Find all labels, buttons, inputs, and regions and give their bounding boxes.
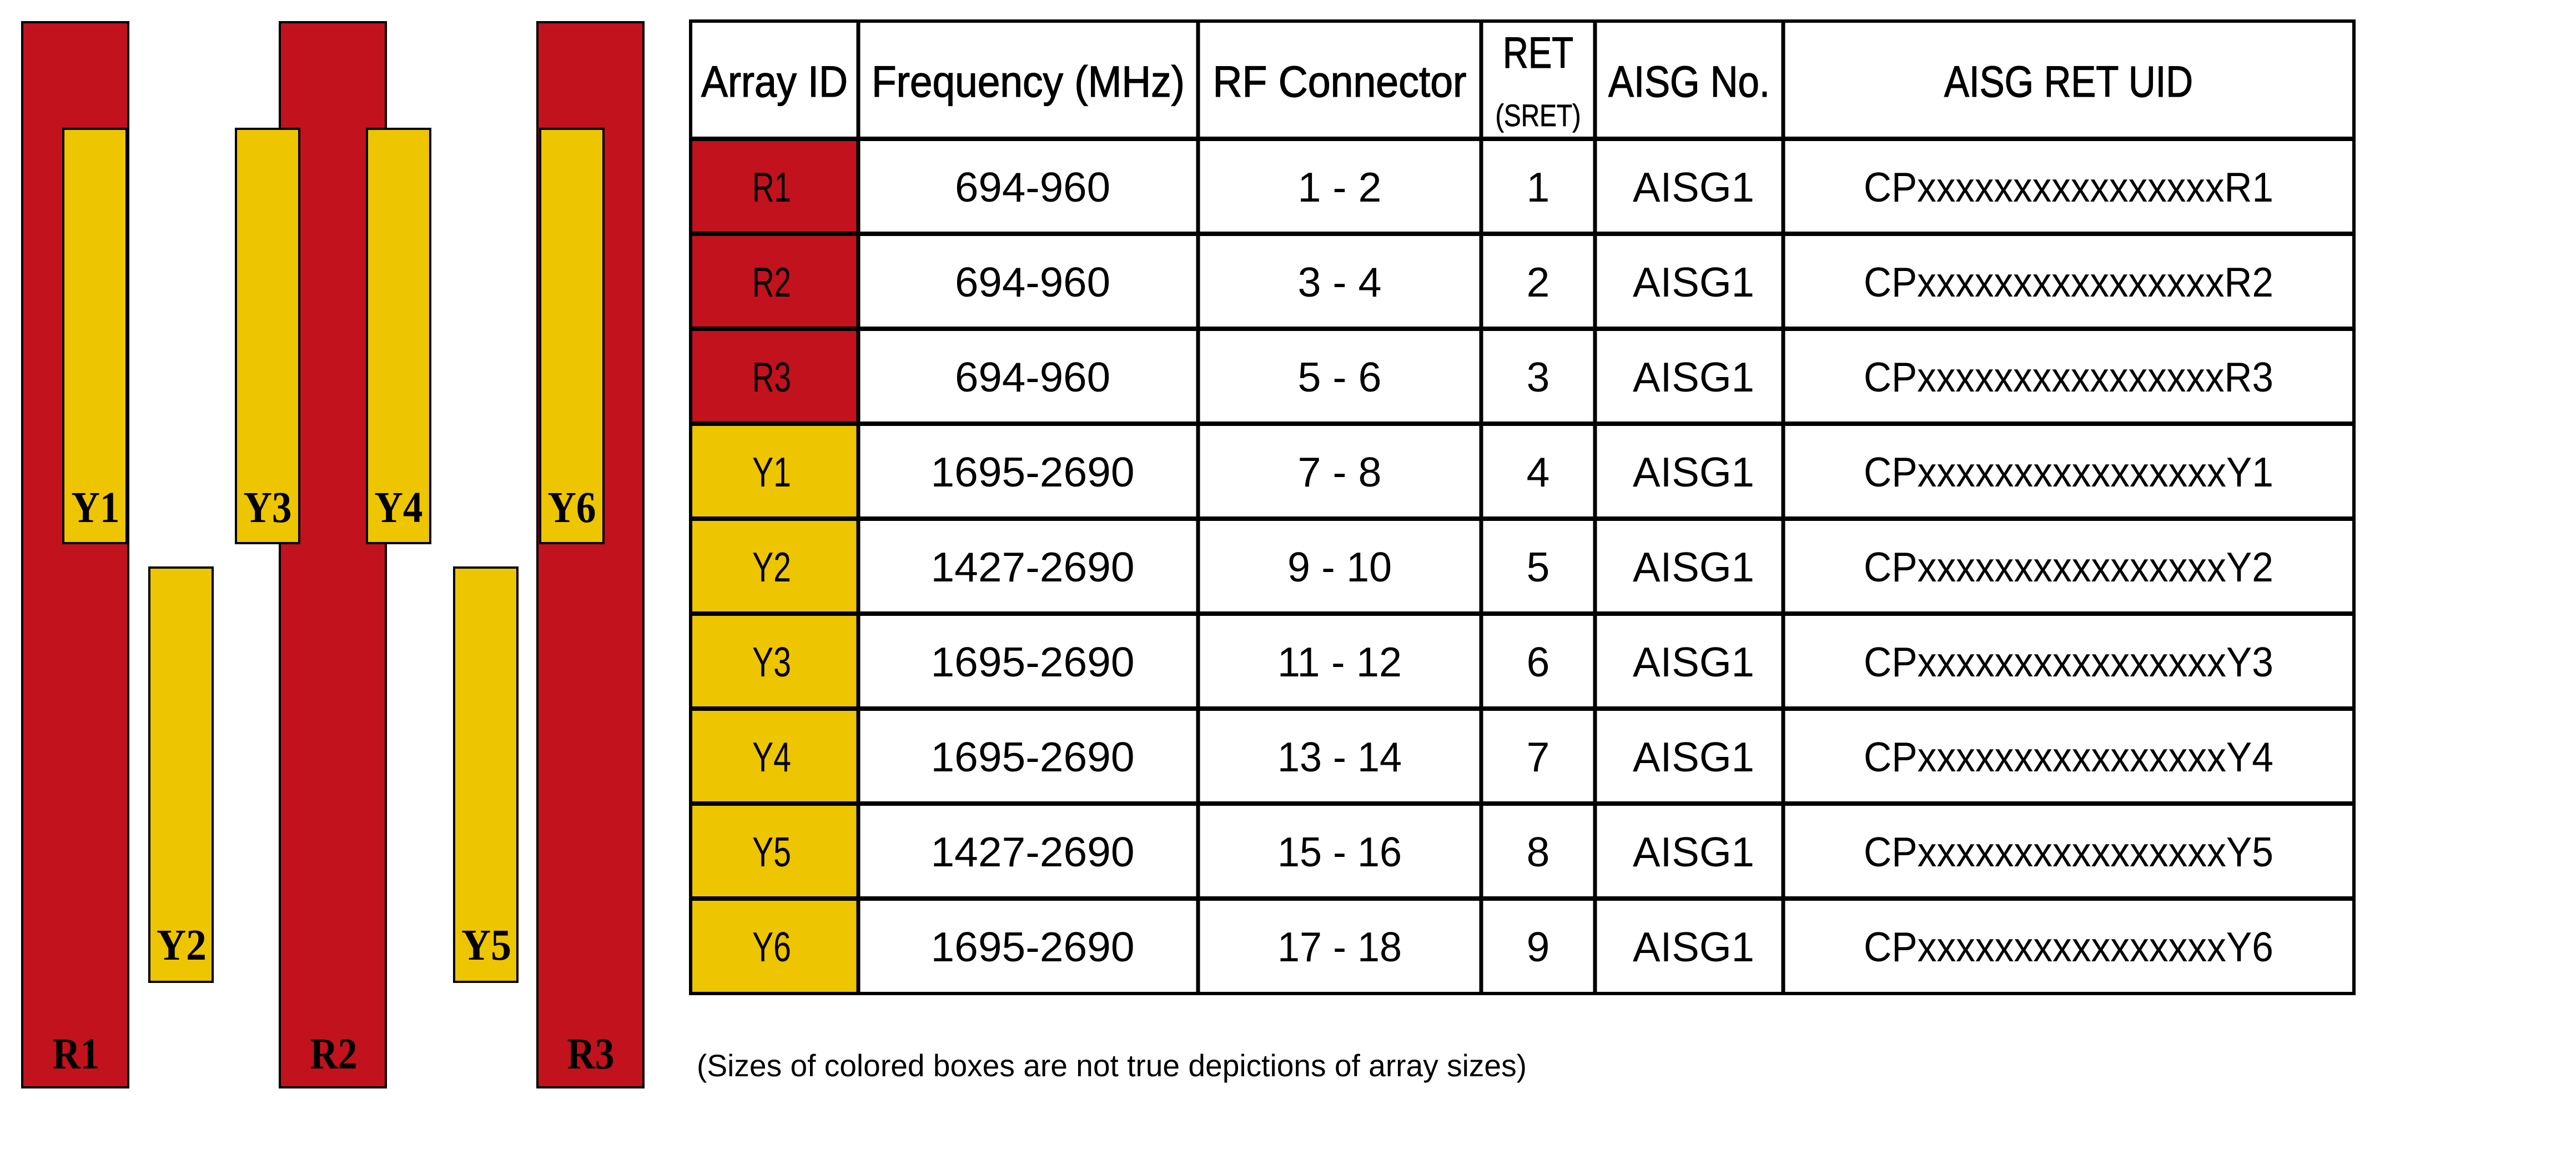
svg-text:3 - 4: 3 - 4: [1298, 259, 1382, 305]
svg-text:R1: R1: [752, 164, 791, 210]
svg-text:Y2: Y2: [752, 544, 791, 590]
svg-text:Y1: Y1: [72, 484, 120, 532]
svg-text:Y1: Y1: [752, 449, 791, 495]
svg-text:Y6: Y6: [548, 484, 596, 532]
svg-text:CPxxxxxxxxxxxxxxxxY3: CPxxxxxxxxxxxxxxxxY3: [1864, 639, 2273, 685]
svg-text:AISG No.: AISG No.: [1608, 57, 1770, 106]
svg-text:4: 4: [1527, 449, 1550, 495]
svg-text:CPxxxxxxxxxxxxxxxxR2: CPxxxxxxxxxxxxxxxxR2: [1864, 259, 2273, 305]
svg-text:(SRET): (SRET): [1496, 98, 1581, 133]
svg-text:694-960: 694-960: [955, 354, 1110, 400]
svg-text:11 - 12: 11 - 12: [1277, 639, 1402, 685]
svg-text:CPxxxxxxxxxxxxxxxxY2: CPxxxxxxxxxxxxxxxxY2: [1864, 544, 2273, 590]
svg-text:CPxxxxxxxxxxxxxxxxR3: CPxxxxxxxxxxxxxxxxR3: [1864, 354, 2273, 400]
svg-text:1695-2690: 1695-2690: [931, 639, 1135, 685]
svg-text:1427-2690: 1427-2690: [931, 829, 1135, 875]
svg-text:1695-2690: 1695-2690: [931, 449, 1135, 495]
svg-text:AISG1: AISG1: [1633, 259, 1754, 305]
svg-text:1 - 2: 1 - 2: [1298, 164, 1382, 210]
svg-text:AISG RET UID: AISG RET UID: [1944, 57, 2193, 106]
svg-text:R1: R1: [53, 1030, 100, 1078]
svg-text:AISG1: AISG1: [1633, 639, 1754, 685]
svg-text:Y5: Y5: [752, 829, 791, 875]
svg-text:RF Connector: RF Connector: [1213, 57, 1467, 106]
svg-text:5 - 6: 5 - 6: [1298, 354, 1382, 400]
svg-text:8: 8: [1527, 829, 1550, 875]
svg-text:RET: RET: [1503, 28, 1573, 77]
svg-text:Y3: Y3: [244, 484, 292, 532]
svg-text:(Sizes of colored boxes are no: (Sizes of colored boxes are not true dep…: [697, 1048, 1527, 1083]
svg-text:AISG1: AISG1: [1633, 544, 1754, 590]
svg-text:1: 1: [1527, 164, 1550, 210]
svg-text:9 - 10: 9 - 10: [1287, 544, 1392, 590]
svg-text:3: 3: [1527, 354, 1550, 400]
svg-text:R3: R3: [567, 1030, 615, 1078]
svg-text:CPxxxxxxxxxxxxxxxxY1: CPxxxxxxxxxxxxxxxxY1: [1864, 449, 2273, 495]
svg-text:Frequency (MHz): Frequency (MHz): [872, 57, 1185, 106]
svg-text:15 - 16: 15 - 16: [1277, 829, 1402, 875]
svg-text:CPxxxxxxxxxxxxxxxxY6: CPxxxxxxxxxxxxxxxxY6: [1864, 924, 2273, 970]
svg-text:6: 6: [1527, 639, 1550, 685]
svg-text:AISG1: AISG1: [1633, 924, 1754, 970]
svg-text:2: 2: [1527, 259, 1550, 305]
svg-text:Y4: Y4: [752, 734, 791, 780]
svg-text:Y3: Y3: [752, 639, 791, 685]
svg-text:1695-2690: 1695-2690: [931, 924, 1135, 970]
svg-text:Y2: Y2: [157, 921, 207, 970]
svg-text:Array ID: Array ID: [701, 57, 848, 106]
svg-text:R3: R3: [752, 354, 791, 400]
svg-text:1695-2690: 1695-2690: [931, 734, 1135, 780]
svg-text:AISG1: AISG1: [1633, 829, 1754, 875]
svg-text:Y6: Y6: [752, 924, 791, 970]
svg-text:1427-2690: 1427-2690: [931, 544, 1135, 590]
svg-text:13 - 14: 13 - 14: [1277, 734, 1402, 780]
svg-text:AISG1: AISG1: [1633, 354, 1754, 400]
svg-text:CPxxxxxxxxxxxxxxxxY5: CPxxxxxxxxxxxxxxxxY5: [1864, 829, 2273, 875]
svg-text:AISG1: AISG1: [1633, 164, 1754, 210]
svg-text:694-960: 694-960: [955, 164, 1110, 210]
svg-text:17 - 18: 17 - 18: [1277, 924, 1402, 970]
svg-text:7: 7: [1527, 734, 1550, 780]
svg-text:694-960: 694-960: [955, 259, 1110, 305]
svg-text:CPxxxxxxxxxxxxxxxxY4: CPxxxxxxxxxxxxxxxxY4: [1864, 734, 2273, 780]
svg-text:7 - 8: 7 - 8: [1298, 449, 1382, 495]
svg-text:CPxxxxxxxxxxxxxxxxR1: CPxxxxxxxxxxxxxxxxR1: [1864, 164, 2273, 210]
svg-text:R2: R2: [752, 259, 791, 305]
svg-text:Y5: Y5: [461, 921, 511, 970]
svg-text:5: 5: [1527, 544, 1550, 590]
svg-text:9: 9: [1527, 924, 1550, 970]
svg-text:R2: R2: [310, 1030, 358, 1078]
svg-text:AISG1: AISG1: [1633, 449, 1754, 495]
svg-text:AISG1: AISG1: [1633, 734, 1754, 780]
svg-text:Y4: Y4: [375, 484, 423, 532]
